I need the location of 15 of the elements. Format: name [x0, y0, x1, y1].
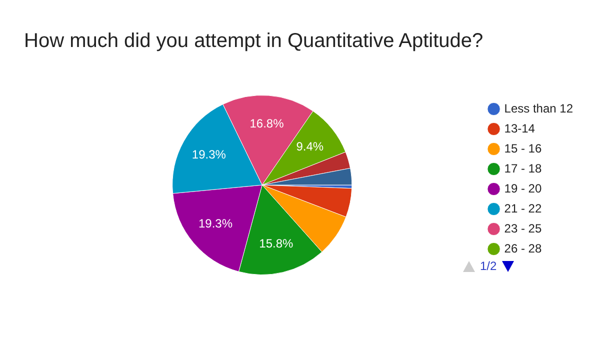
data-label: 19.3% [198, 216, 233, 231]
data-label: 15.8% [259, 236, 294, 251]
data-label: 19.3% [192, 147, 226, 162]
legend-label: 23 - 25 [504, 221, 542, 236]
legend-label: 13-14 [504, 121, 536, 136]
legend-label: 21 - 22 [504, 201, 542, 216]
data-label: 9.4% [296, 139, 324, 154]
legend-label: 26 - 28 [504, 241, 542, 256]
legend-label: Less than 12 [504, 101, 574, 116]
text: 1/2 [480, 259, 497, 273]
legend-label: 15 - 16 [504, 141, 542, 156]
chart-title: How much did you attempt in Quantitative Aptitude? [24, 30, 484, 53]
legend-label: 19 - 20 [504, 181, 542, 196]
legend-label: 17 - 18 [504, 161, 542, 176]
data-label: 16.8% [250, 116, 284, 130]
